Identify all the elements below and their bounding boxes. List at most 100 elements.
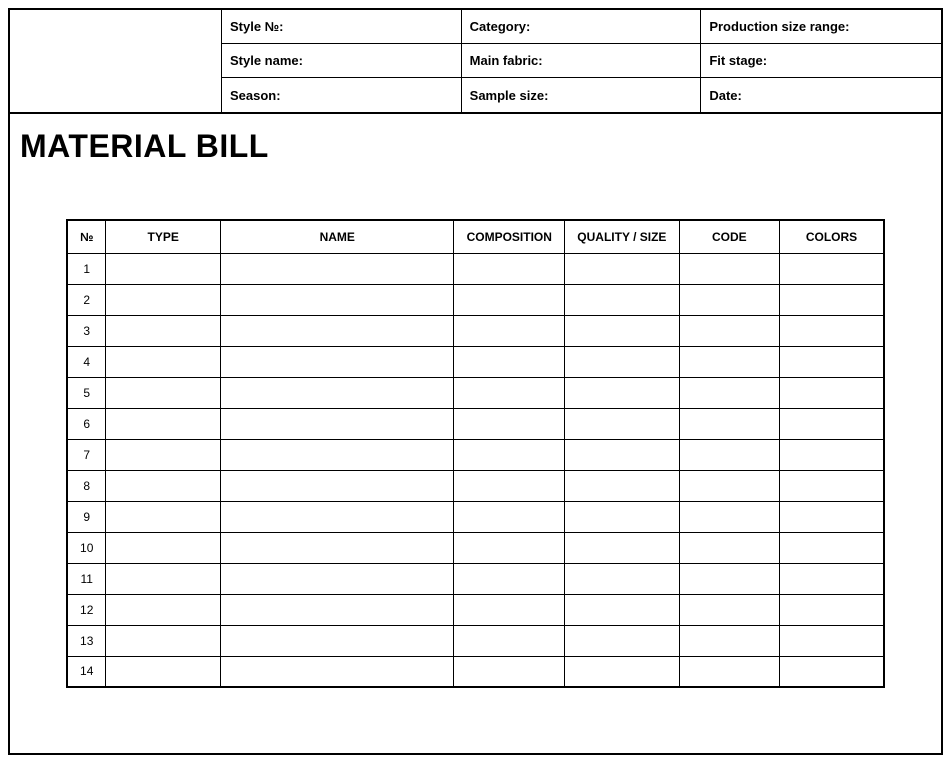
- table-row: 2: [67, 284, 884, 315]
- cell-name: [221, 253, 454, 284]
- table-header-name: NAME: [221, 220, 454, 253]
- header-field-production-size-range: Production size range:: [701, 10, 941, 44]
- table-row: 1: [67, 253, 884, 284]
- table-row: 9: [67, 501, 884, 532]
- cell-colors: [780, 439, 884, 470]
- cell-composition: [454, 253, 565, 284]
- cell-composition: [454, 594, 565, 625]
- cell-num: 9: [67, 501, 106, 532]
- cell-colors: [780, 346, 884, 377]
- cell-quality-size: [565, 315, 680, 346]
- material-table: № TYPE NAME COMPOSITION QUALITY / SIZE C…: [66, 219, 885, 688]
- cell-num: 14: [67, 656, 106, 687]
- cell-colors: [780, 563, 884, 594]
- cell-composition: [454, 501, 565, 532]
- cell-composition: [454, 656, 565, 687]
- cell-quality-size: [565, 656, 680, 687]
- table-row: 5: [67, 377, 884, 408]
- cell-code: [679, 625, 779, 656]
- cell-num: 10: [67, 532, 106, 563]
- cell-code: [679, 594, 779, 625]
- cell-composition: [454, 377, 565, 408]
- cell-quality-size: [565, 408, 680, 439]
- cell-num: 8: [67, 470, 106, 501]
- cell-quality-size: [565, 439, 680, 470]
- table-row: 7: [67, 439, 884, 470]
- cell-name: [221, 315, 454, 346]
- header-field-fit-stage: Fit stage:: [701, 44, 941, 78]
- table-row: 4: [67, 346, 884, 377]
- cell-colors: [780, 470, 884, 501]
- page-title: MATERIAL BILL: [20, 128, 931, 165]
- cell-type: [106, 625, 221, 656]
- table-header-row: № TYPE NAME COMPOSITION QUALITY / SIZE C…: [67, 220, 884, 253]
- cell-composition: [454, 532, 565, 563]
- cell-quality-size: [565, 377, 680, 408]
- table-row: 14: [67, 656, 884, 687]
- cell-num: 3: [67, 315, 106, 346]
- cell-composition: [454, 346, 565, 377]
- header-grid: Style №: Category: Production size range…: [222, 10, 941, 112]
- cell-name: [221, 532, 454, 563]
- cell-code: [679, 501, 779, 532]
- cell-colors: [780, 253, 884, 284]
- cell-name: [221, 377, 454, 408]
- cell-colors: [780, 656, 884, 687]
- cell-type: [106, 439, 221, 470]
- cell-code: [679, 377, 779, 408]
- cell-name: [221, 439, 454, 470]
- cell-num: 6: [67, 408, 106, 439]
- header-field-sample-size: Sample size:: [462, 78, 702, 112]
- cell-num: 11: [67, 563, 106, 594]
- header-field-style-no: Style №:: [222, 10, 462, 44]
- cell-composition: [454, 284, 565, 315]
- cell-code: [679, 284, 779, 315]
- table-row: 12: [67, 594, 884, 625]
- table-header-composition: COMPOSITION: [454, 220, 565, 253]
- cell-colors: [780, 532, 884, 563]
- table-header-num: №: [67, 220, 106, 253]
- cell-composition: [454, 563, 565, 594]
- cell-type: [106, 470, 221, 501]
- cell-type: [106, 563, 221, 594]
- cell-colors: [780, 284, 884, 315]
- cell-colors: [780, 315, 884, 346]
- cell-type: [106, 315, 221, 346]
- table-header-code: CODE: [679, 220, 779, 253]
- cell-name: [221, 346, 454, 377]
- table-row: 13: [67, 625, 884, 656]
- cell-quality-size: [565, 625, 680, 656]
- table-row: 10: [67, 532, 884, 563]
- cell-code: [679, 532, 779, 563]
- cell-type: [106, 253, 221, 284]
- cell-name: [221, 625, 454, 656]
- cell-colors: [780, 377, 884, 408]
- cell-num: 2: [67, 284, 106, 315]
- cell-quality-size: [565, 253, 680, 284]
- table-row: 3: [67, 315, 884, 346]
- cell-quality-size: [565, 563, 680, 594]
- cell-composition: [454, 408, 565, 439]
- cell-name: [221, 563, 454, 594]
- title-section: MATERIAL BILL: [10, 114, 941, 165]
- table-header-colors: COLORS: [780, 220, 884, 253]
- cell-quality-size: [565, 501, 680, 532]
- cell-type: [106, 532, 221, 563]
- table-row: 11: [67, 563, 884, 594]
- table-row: 8: [67, 470, 884, 501]
- cell-name: [221, 656, 454, 687]
- cell-composition: [454, 470, 565, 501]
- cell-code: [679, 470, 779, 501]
- cell-composition: [454, 439, 565, 470]
- cell-name: [221, 594, 454, 625]
- cell-type: [106, 594, 221, 625]
- header-section: Style №: Category: Production size range…: [10, 10, 941, 114]
- header-field-date: Date:: [701, 78, 941, 112]
- cell-quality-size: [565, 532, 680, 563]
- cell-type: [106, 284, 221, 315]
- cell-quality-size: [565, 470, 680, 501]
- cell-quality-size: [565, 346, 680, 377]
- cell-type: [106, 346, 221, 377]
- cell-name: [221, 284, 454, 315]
- cell-type: [106, 408, 221, 439]
